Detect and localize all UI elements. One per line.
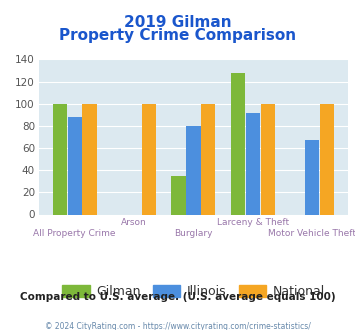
Bar: [246, 113, 260, 214]
Bar: [320, 104, 334, 214]
Bar: [67, 117, 82, 214]
Bar: [305, 140, 320, 214]
Text: Property Crime Comparison: Property Crime Comparison: [59, 28, 296, 43]
Bar: [231, 73, 245, 214]
Text: Larceny & Theft: Larceny & Theft: [217, 218, 289, 227]
Text: © 2024 CityRating.com - https://www.cityrating.com/crime-statistics/: © 2024 CityRating.com - https://www.city…: [45, 322, 310, 330]
Text: 2019 Gilman: 2019 Gilman: [124, 15, 231, 30]
Bar: [201, 104, 215, 214]
Text: All Property Crime: All Property Crime: [33, 229, 116, 238]
Bar: [53, 104, 67, 214]
Bar: [261, 104, 275, 214]
Bar: [142, 104, 156, 214]
Bar: [82, 104, 97, 214]
Text: Arson: Arson: [121, 218, 147, 227]
Bar: [186, 126, 201, 214]
Text: Compared to U.S. average. (U.S. average equals 100): Compared to U.S. average. (U.S. average …: [20, 292, 335, 302]
Bar: [171, 176, 186, 214]
Legend: Gilman, Illinois, National: Gilman, Illinois, National: [57, 280, 330, 303]
Text: Burglary: Burglary: [174, 229, 213, 238]
Text: Motor Vehicle Theft: Motor Vehicle Theft: [268, 229, 355, 238]
